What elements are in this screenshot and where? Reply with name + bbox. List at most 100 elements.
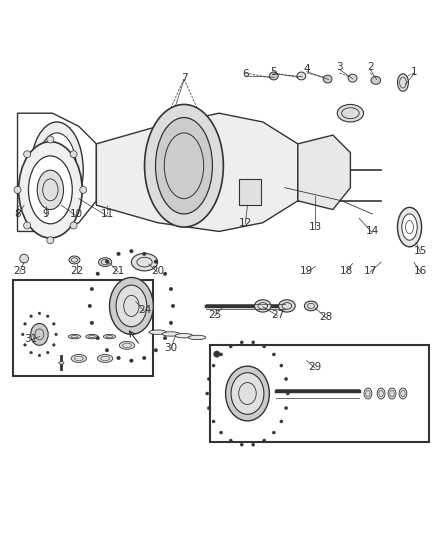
Circle shape — [30, 315, 32, 318]
Circle shape — [219, 431, 223, 434]
Text: 22: 22 — [70, 266, 83, 276]
Ellipse shape — [231, 373, 264, 414]
Ellipse shape — [110, 278, 153, 334]
Circle shape — [169, 321, 173, 325]
Text: 11: 11 — [101, 209, 114, 219]
Ellipse shape — [37, 170, 64, 209]
Text: 16: 16 — [414, 266, 427, 276]
Circle shape — [212, 364, 215, 367]
Ellipse shape — [323, 75, 332, 83]
Text: 19: 19 — [300, 266, 313, 276]
Ellipse shape — [59, 361, 64, 364]
Circle shape — [229, 439, 232, 442]
Text: 20: 20 — [151, 266, 164, 276]
Bar — [210, 345, 429, 442]
Text: 10: 10 — [70, 209, 83, 219]
Circle shape — [47, 136, 54, 143]
Ellipse shape — [254, 300, 271, 312]
Circle shape — [70, 151, 77, 158]
Circle shape — [229, 345, 232, 348]
Text: 31: 31 — [24, 334, 37, 344]
Ellipse shape — [364, 388, 372, 399]
Ellipse shape — [269, 72, 278, 80]
Text: 13: 13 — [309, 222, 322, 232]
Text: 14: 14 — [366, 227, 379, 237]
Circle shape — [212, 420, 215, 423]
Text: 27: 27 — [272, 310, 285, 320]
Circle shape — [46, 351, 49, 354]
Ellipse shape — [348, 74, 357, 82]
Text: 2: 2 — [367, 62, 374, 72]
Circle shape — [24, 151, 31, 158]
Circle shape — [286, 392, 289, 395]
Text: 24: 24 — [138, 305, 151, 316]
Circle shape — [163, 272, 167, 276]
Bar — [13, 280, 153, 376]
Ellipse shape — [145, 104, 223, 227]
Text: 17: 17 — [364, 266, 377, 276]
Circle shape — [14, 187, 21, 193]
Text: 4: 4 — [303, 64, 310, 75]
Circle shape — [142, 356, 146, 360]
Ellipse shape — [188, 335, 206, 340]
Polygon shape — [298, 135, 350, 209]
Circle shape — [285, 407, 288, 410]
Circle shape — [117, 252, 120, 256]
Circle shape — [252, 443, 255, 446]
Circle shape — [105, 260, 109, 263]
Circle shape — [280, 364, 283, 367]
Text: 18: 18 — [339, 266, 353, 276]
Circle shape — [47, 237, 54, 244]
Ellipse shape — [103, 334, 116, 339]
Text: 3: 3 — [336, 62, 343, 72]
Ellipse shape — [388, 388, 396, 399]
Ellipse shape — [402, 214, 417, 240]
Circle shape — [207, 407, 210, 410]
Circle shape — [214, 351, 220, 357]
Circle shape — [285, 377, 288, 381]
Ellipse shape — [28, 156, 72, 224]
Ellipse shape — [131, 253, 158, 271]
Circle shape — [272, 353, 276, 356]
Circle shape — [240, 443, 243, 446]
Circle shape — [53, 344, 55, 346]
Text: 23: 23 — [13, 266, 26, 276]
Circle shape — [169, 287, 173, 291]
Ellipse shape — [377, 388, 385, 399]
Ellipse shape — [297, 72, 306, 80]
Circle shape — [207, 377, 210, 381]
Circle shape — [53, 322, 55, 325]
Circle shape — [219, 353, 223, 356]
Circle shape — [263, 345, 266, 348]
Circle shape — [142, 252, 146, 256]
Circle shape — [21, 333, 24, 336]
Circle shape — [206, 392, 208, 395]
Text: 9: 9 — [42, 209, 49, 219]
Ellipse shape — [399, 388, 407, 399]
Circle shape — [105, 349, 109, 352]
Text: 8: 8 — [14, 209, 21, 219]
Ellipse shape — [226, 366, 269, 421]
Circle shape — [130, 249, 133, 253]
Text: 29: 29 — [309, 362, 322, 372]
Text: 25: 25 — [208, 310, 221, 320]
Circle shape — [24, 322, 26, 325]
Ellipse shape — [279, 300, 295, 312]
Circle shape — [117, 356, 120, 360]
Circle shape — [252, 341, 255, 344]
Ellipse shape — [69, 256, 80, 264]
Text: 30: 30 — [164, 343, 177, 352]
Circle shape — [171, 304, 175, 308]
Ellipse shape — [304, 301, 318, 311]
Ellipse shape — [86, 334, 98, 339]
Circle shape — [90, 321, 94, 325]
Ellipse shape — [71, 354, 87, 362]
Ellipse shape — [371, 76, 381, 84]
Circle shape — [38, 312, 41, 314]
Ellipse shape — [37, 133, 77, 207]
Text: 21: 21 — [112, 266, 125, 276]
Ellipse shape — [337, 104, 364, 122]
Circle shape — [80, 187, 87, 193]
Circle shape — [240, 341, 243, 344]
Polygon shape — [18, 113, 96, 231]
